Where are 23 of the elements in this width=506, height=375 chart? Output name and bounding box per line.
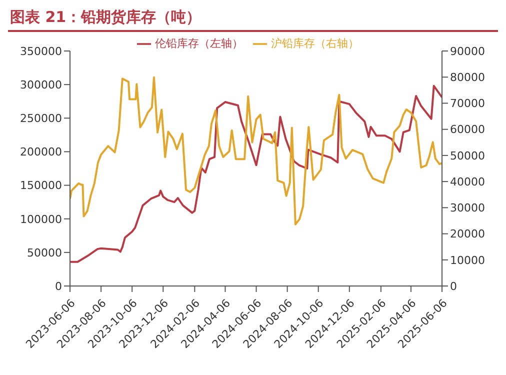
y-tick-label: 350000 [20,44,62,58]
y-tick-label: 50000 [27,246,62,260]
y2-tick-label: 80000 [450,71,485,84]
y2-tick-label: 90000 [450,44,485,58]
y2-tick-label: 30000 [450,202,485,215]
y-tick-label: 150000 [20,179,62,192]
legend-label: 伦铅库存（左轴） [155,37,243,50]
y2-tick-label: 70000 [450,97,485,110]
y2-tick-label: 40000 [450,175,485,188]
y-tick-label: 250000 [20,112,62,126]
y2-tick-label: 50000 [450,149,485,162]
line-series [70,76,442,226]
y-tick-label: 300000 [20,78,62,92]
line-series [70,84,442,263]
y-tick-label: 200000 [20,146,62,159]
y2-tick-label: 10000 [450,254,485,267]
y2-tick-label: 0 [450,280,457,293]
y2-tick-label: 20000 [450,228,485,241]
chart-title: 图表 21：铅期货库存（吨） [8,8,498,32]
legend-label: 沪铅库存（右轴） [271,37,359,50]
y-tick-label: 100000 [20,212,62,226]
y-tick-label: 0 [55,280,62,293]
y2-tick-label: 60000 [450,123,485,136]
